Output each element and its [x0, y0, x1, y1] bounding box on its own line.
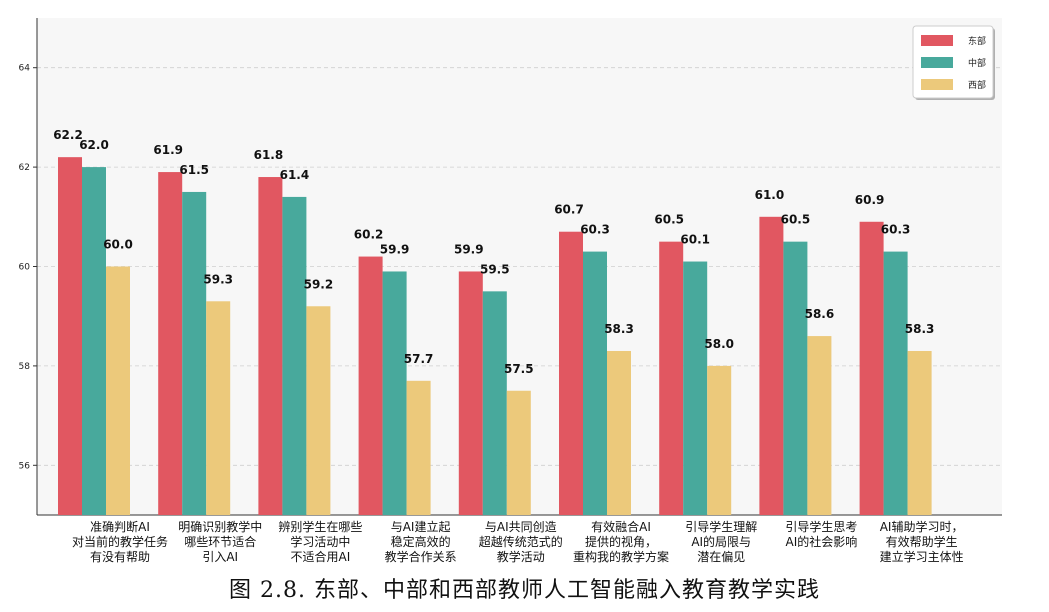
x-tick-label: 潜在偏见	[697, 549, 745, 564]
bar-西部-3	[406, 380, 431, 515]
data-label: 59.9	[380, 242, 410, 256]
data-label: 61.4	[280, 168, 310, 182]
data-label: 59.2	[304, 277, 334, 291]
x-tick-label: 有效帮助学生	[886, 534, 958, 549]
bar-东部-0	[58, 157, 82, 515]
x-tick-label: 与AI共同创造	[485, 520, 557, 534]
bar-西部-2	[306, 306, 331, 515]
y-tick-label: 60	[19, 263, 31, 273]
legend-label: 西部	[968, 79, 986, 91]
x-tick-label: 有没有帮助	[90, 549, 150, 564]
bar-中部-6	[683, 261, 708, 515]
bar-中部-0	[82, 167, 106, 515]
bar-东部-7	[759, 216, 784, 516]
bar-中部-7	[783, 241, 808, 515]
bar-西部-5	[607, 350, 631, 515]
figure-caption: 图 2.8. 东部、中部和西部教师人工智能融入教育教学实践	[229, 578, 820, 603]
x-tick-label: 超越传统范式的	[479, 534, 563, 549]
bar-东部-1	[158, 172, 183, 515]
x-tick-label: AI辅助学习时，	[880, 519, 964, 534]
x-tick-label: 引入AI	[202, 550, 238, 564]
data-label: 58.3	[905, 322, 935, 336]
data-label: 58.3	[604, 322, 634, 336]
bar-中部-4	[482, 291, 507, 515]
x-tick-label: 哪些环节适合	[184, 534, 256, 549]
data-label: 62.0	[79, 138, 109, 152]
legend-label: 中部	[968, 57, 986, 69]
bar-东部-3	[358, 256, 383, 515]
x-tick-label: 有效融合AI	[591, 519, 651, 534]
data-label: 59.9	[454, 242, 484, 256]
x-tick-label: 教学合作关系	[385, 549, 457, 564]
x-tick-label: 对当前的教学任务	[72, 534, 168, 549]
x-tick-label: 引导学生思考	[785, 519, 857, 534]
bar-中部-5	[583, 251, 607, 515]
data-label: 59.3	[203, 272, 233, 286]
data-label: 60.1	[680, 233, 710, 247]
x-tick-label: 准确判断AI	[90, 519, 150, 534]
legend-swatch	[921, 79, 953, 90]
data-label: 57.5	[504, 362, 534, 376]
data-label: 60.2	[354, 228, 384, 242]
bar-中部-1	[182, 191, 207, 515]
data-label: 57.7	[404, 352, 434, 366]
bar-中部-8	[883, 251, 908, 515]
data-label: 58.0	[704, 337, 734, 351]
bar-西部-4	[506, 390, 531, 515]
x-tick-label: 不适合用AI	[291, 549, 351, 564]
x-tick-label: 辨别学生在哪些	[278, 519, 362, 534]
data-label: 60.5	[781, 213, 811, 227]
data-label: 59.5	[480, 262, 510, 276]
data-label: 60.5	[654, 213, 684, 227]
bar-西部-8	[907, 350, 932, 515]
bar-中部-2	[282, 196, 307, 516]
legend-swatch	[921, 35, 953, 46]
bar-东部-4	[458, 271, 483, 515]
bar-东部-8	[859, 221, 884, 515]
bar-西部-7	[807, 336, 832, 515]
data-label: 62.2	[53, 128, 83, 142]
data-label: 60.3	[580, 223, 610, 237]
data-label: 61.8	[254, 148, 284, 162]
bar-东部-5	[559, 231, 583, 515]
x-tick-label: 教学活动	[497, 549, 545, 564]
bar-西部-1	[206, 301, 231, 515]
x-tick-label: 与AI建立起	[391, 519, 451, 534]
data-label: 61.5	[179, 163, 209, 177]
bar-西部-0	[106, 266, 130, 515]
y-tick-label: 58	[19, 362, 31, 372]
bar-西部-6	[707, 365, 732, 515]
y-tick-label: 64	[19, 64, 31, 74]
x-tick-label: 建立学习主体性	[880, 549, 964, 564]
x-tick-label: 明确识别教学中	[178, 519, 262, 534]
legend-swatch	[921, 57, 953, 68]
data-label: 60.0	[103, 238, 133, 252]
x-tick-label: 稳定高效的	[391, 534, 451, 549]
x-tick-label: AI的社会影响	[786, 534, 858, 549]
data-label: 61.9	[153, 143, 183, 157]
legend-label: 东部	[968, 35, 986, 47]
x-tick-label: 重构我的教学方案	[573, 549, 669, 564]
bar-中部-3	[382, 271, 407, 515]
data-label: 60.9	[855, 193, 885, 207]
data-label: 61.0	[755, 188, 785, 202]
data-label: 60.3	[881, 223, 911, 237]
x-tick-label: 引导学生理解	[685, 519, 757, 534]
x-tick-label: 学习活动中	[290, 534, 350, 549]
x-tick-label: AI的局限与	[691, 534, 751, 549]
bar-东部-6	[659, 241, 684, 515]
data-label: 60.7	[554, 203, 584, 217]
y-tick-label: 56	[19, 461, 31, 471]
data-label: 58.6	[805, 307, 835, 321]
y-tick-label: 62	[19, 163, 30, 173]
bar-东部-2	[258, 177, 283, 516]
x-tick-label: 提供的视角，	[585, 534, 657, 549]
